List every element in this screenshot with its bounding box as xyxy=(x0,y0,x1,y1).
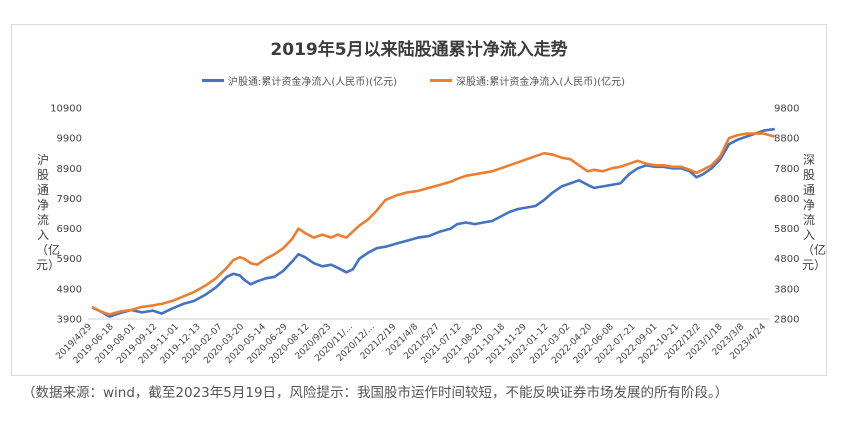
right-tick-label: 9800 xyxy=(774,104,799,115)
right-tick-label: 5800 xyxy=(774,224,799,235)
left-tick-label: 7900 xyxy=(57,194,82,205)
chart-plot: 3900 4900 5900 6900 7900 8900 9900 10900 2800 380… xyxy=(50,104,799,367)
legend-item-sz: 深股通:累计资金净流入(人民币)(亿元) xyxy=(430,73,625,88)
left-tick-label: 6900 xyxy=(57,224,82,235)
left-tick-label: 5900 xyxy=(57,254,82,265)
chart-title: 2019年5月以来陆股通累计净流入走势 xyxy=(270,40,568,60)
right-tick-label: 4800 xyxy=(774,254,799,265)
chart-frame: 2019年5月以来陆股通累计净流入走势 沪股通:累计资金净流入(人民币)(亿元)… xyxy=(11,24,827,376)
left-tick-label: 3900 xyxy=(57,315,82,326)
right-tick-label: 3800 xyxy=(774,284,799,295)
right-tick-label: 2800 xyxy=(774,315,799,326)
series-line-sz xyxy=(91,132,776,316)
source-caption: （数据来源：wind，截至2023年5月19日，风险提示：我国股市运作时间较短，… xyxy=(22,385,729,401)
legend-swatch-sh xyxy=(202,79,224,82)
legend-label-sz: 深股通:累计资金净流入(人民币)(亿元) xyxy=(456,77,625,88)
right-tick-label: 8800 xyxy=(774,134,799,145)
left-tick-label: 10900 xyxy=(50,104,82,115)
left-tick-label: 8900 xyxy=(57,164,82,175)
right-tick-label: 6800 xyxy=(774,194,799,205)
left-tick-label: 9900 xyxy=(57,134,82,145)
legend-swatch-sz xyxy=(430,79,452,82)
series-line-sh xyxy=(91,127,775,318)
legend-item-sh: 沪股通:累计资金净流入(人民币)(亿元) xyxy=(202,73,397,88)
legend-label-sh: 沪股通:累计资金净流入(人民币)(亿元) xyxy=(228,77,397,88)
legend: 沪股通:累计资金净流入(人民币)(亿元) 深股通:累计资金净流入(人民币)(亿元… xyxy=(12,73,826,88)
right-tick-label: 7800 xyxy=(774,164,799,175)
left-tick-label: 4900 xyxy=(57,284,82,295)
